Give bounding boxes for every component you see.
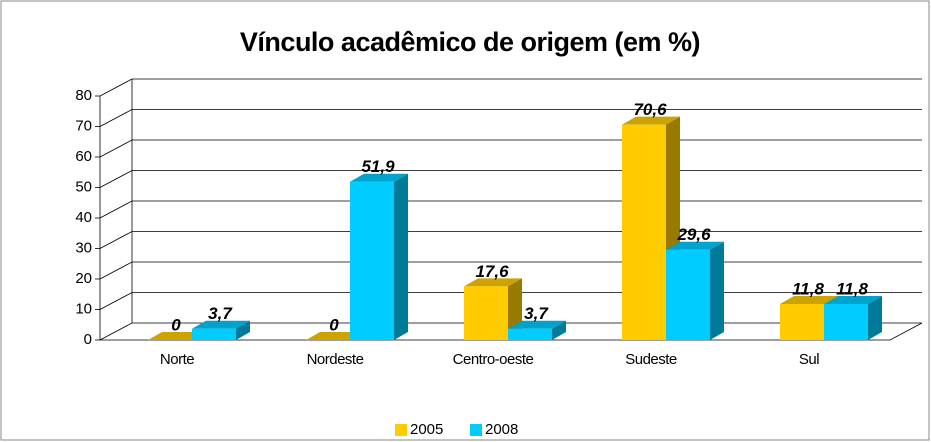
value-label: 70,6: [633, 100, 667, 119]
y-tick-label: 80: [75, 87, 92, 104]
bar: [350, 181, 394, 340]
legend-swatch: [395, 424, 407, 436]
y-tick-label: 40: [75, 209, 92, 226]
y-tick-label: 50: [75, 178, 92, 195]
value-label: 11,8: [792, 279, 824, 298]
bar-top: [824, 296, 882, 305]
x-tick-label: Nordeste: [307, 351, 364, 368]
bar-side: [236, 320, 250, 340]
value-label: 0: [329, 315, 339, 334]
bar: [508, 328, 552, 340]
chart-title: Vínculo acadêmico de origem (em %): [240, 27, 700, 57]
value-label: 0: [171, 315, 181, 334]
bar: [464, 286, 508, 340]
value-label: 51,9: [361, 157, 395, 176]
grid-line: [99, 109, 922, 127]
bar-side: [868, 296, 882, 340]
value-label: 17,6: [475, 262, 509, 281]
bar-side: [710, 241, 724, 340]
bar-side: [552, 320, 566, 340]
bar-side: [394, 173, 408, 340]
bar-top: [192, 320, 250, 329]
bar: [824, 304, 868, 340]
bar: [192, 328, 236, 340]
y-tick-label: 30: [75, 239, 92, 256]
legend-label: 2008: [485, 421, 518, 438]
y-tick-label: 20: [75, 270, 92, 287]
y-tick-label: 0: [84, 331, 92, 348]
x-tick-label: Sudeste: [625, 351, 677, 368]
bar-top: [508, 320, 566, 329]
legend-label: 2005: [410, 421, 443, 438]
x-tick-label: Norte: [160, 351, 194, 368]
bar: [622, 124, 666, 340]
bar: [780, 304, 824, 340]
bar: [666, 249, 710, 340]
y-tick-label: 10: [75, 300, 92, 317]
bar-top: [780, 296, 838, 305]
x-tick-label: Centro-oeste: [453, 351, 534, 368]
bar-top: [148, 332, 206, 340]
bar-top: [350, 173, 408, 182]
bar-top: [464, 278, 522, 287]
grid-line: [99, 78, 922, 97]
y-tick-label: 70: [75, 117, 92, 134]
bar-top: [666, 241, 724, 250]
x-tick-label: Sul: [799, 351, 819, 368]
y-tick-label: 60: [75, 148, 92, 165]
value-label: 3,7: [524, 304, 549, 323]
value-label: 29,6: [676, 225, 711, 244]
value-label: 3,7: [208, 304, 233, 323]
bar-top: [306, 332, 364, 340]
value-label: 11,8: [836, 279, 868, 298]
bar-top: [622, 116, 680, 125]
legend-swatch: [470, 424, 482, 436]
